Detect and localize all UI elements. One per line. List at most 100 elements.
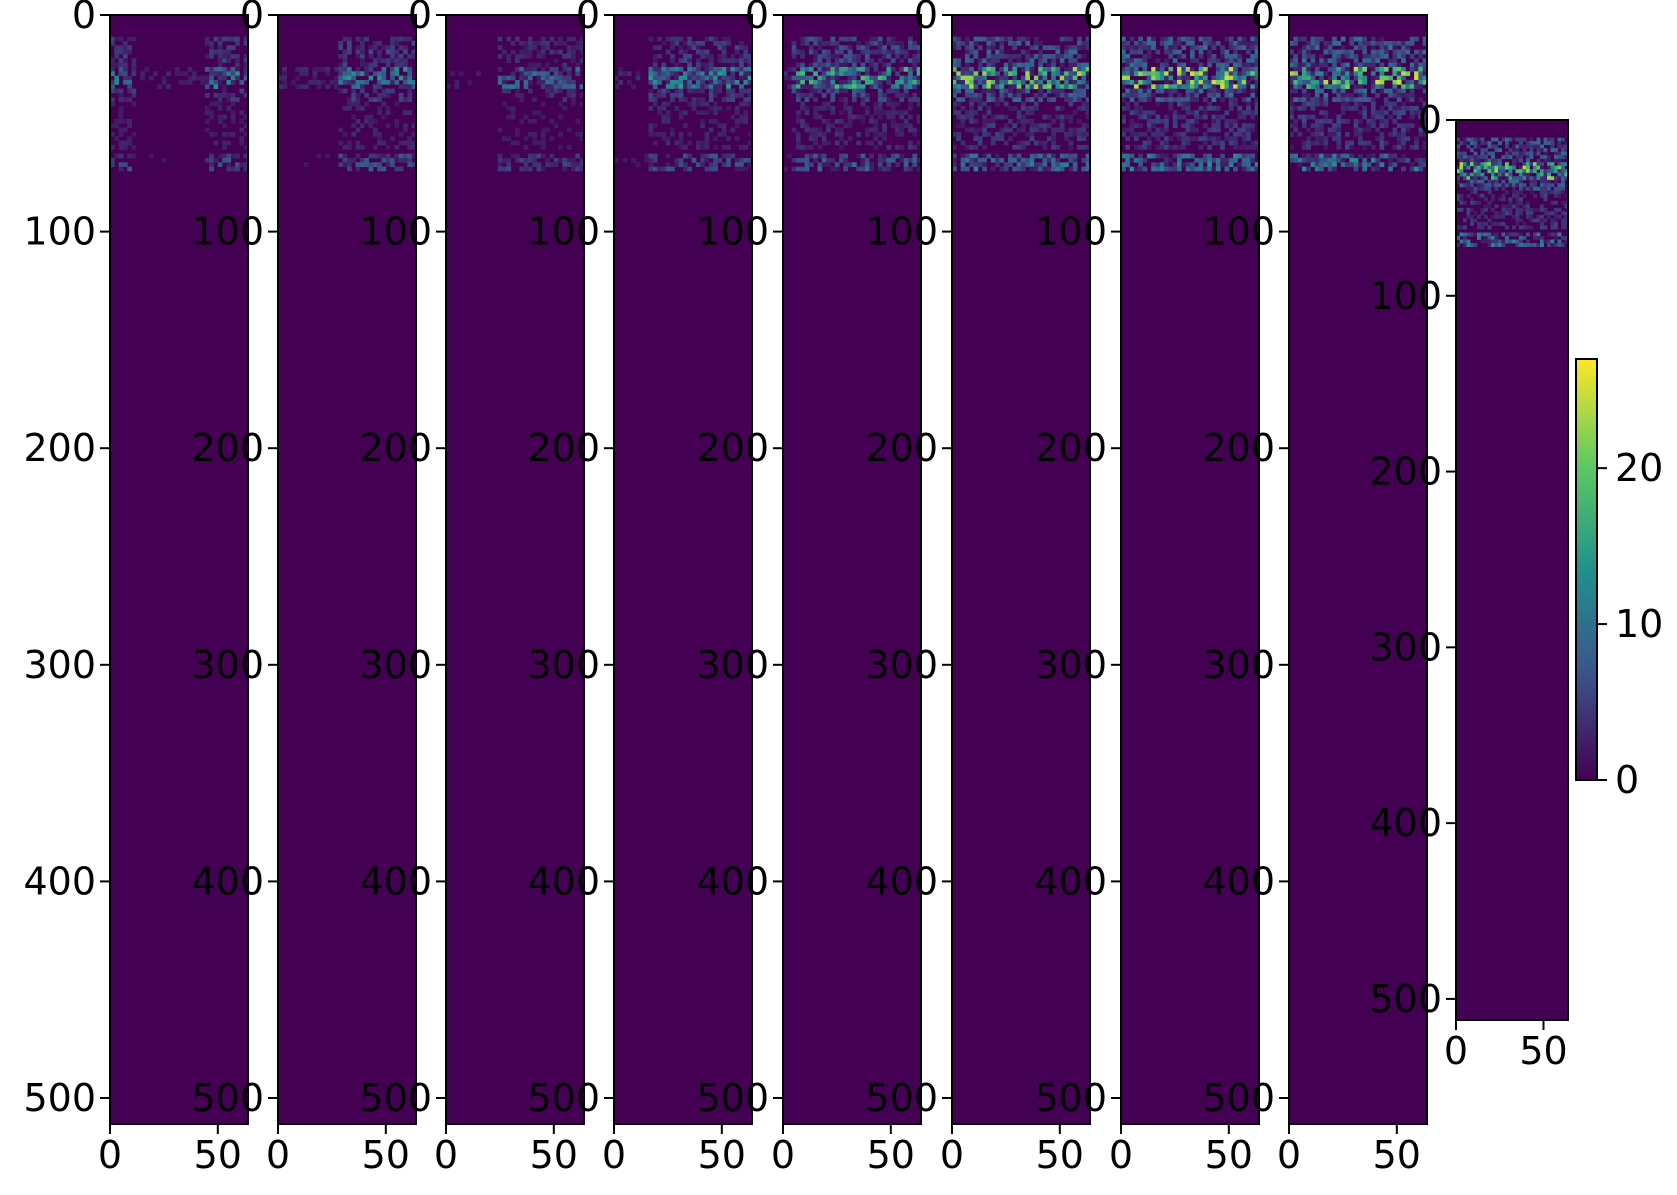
y-tick-label: 200 bbox=[23, 426, 96, 470]
y-tick-label: 0 bbox=[576, 0, 600, 37]
heatmap-background bbox=[1456, 120, 1568, 1020]
y-tick-label: 100 bbox=[191, 210, 264, 254]
y-tick-label: 400 bbox=[359, 859, 432, 903]
x-tick-label: 0 bbox=[434, 1133, 458, 1177]
y-tick-label: 400 bbox=[191, 859, 264, 903]
y-tick-label: 0 bbox=[240, 0, 264, 37]
y-tick-label: 100 bbox=[1202, 210, 1275, 254]
heatmap-cells bbox=[278, 36, 416, 172]
y-tick-label: 500 bbox=[1369, 977, 1442, 1021]
y-tick-label: 0 bbox=[1083, 0, 1107, 37]
panel-frame bbox=[613, 14, 753, 1125]
y-tick-label: 200 bbox=[865, 426, 938, 470]
heatmap-background bbox=[446, 15, 584, 1124]
x-tick-label: 0 bbox=[1277, 1133, 1301, 1177]
colorbar-tick-label: 10 bbox=[1615, 602, 1663, 646]
x-tick-label: 50 bbox=[530, 1133, 578, 1177]
y-tick-label: 200 bbox=[359, 426, 432, 470]
colorbar-gradient bbox=[1575, 358, 1598, 781]
y-tick-label: 500 bbox=[359, 1076, 432, 1120]
y-tick-label: 200 bbox=[527, 426, 600, 470]
y-tick-label: 300 bbox=[696, 643, 769, 687]
y-tick-label: 300 bbox=[1034, 643, 1107, 687]
colorbar-tick-label: 0 bbox=[1615, 758, 1639, 802]
heatmap-background bbox=[110, 15, 248, 1124]
x-tick-label: 50 bbox=[698, 1133, 746, 1177]
heatmap-background bbox=[614, 15, 752, 1124]
x-tick-label: 0 bbox=[1109, 1133, 1133, 1177]
y-tick-label: 500 bbox=[527, 1076, 600, 1120]
y-tick-label: 400 bbox=[23, 859, 96, 903]
y-tick-label: 200 bbox=[1369, 450, 1442, 494]
heatmap-cells bbox=[783, 36, 921, 172]
heatmap-cells bbox=[1121, 36, 1259, 172]
y-tick-label: 300 bbox=[1369, 625, 1442, 669]
y-tick-label: 300 bbox=[359, 643, 432, 687]
y-tick-label: 500 bbox=[696, 1076, 769, 1120]
panel-frame bbox=[277, 14, 417, 1125]
y-tick-label: 0 bbox=[408, 0, 432, 37]
panel-frame bbox=[951, 14, 1091, 1125]
y-tick-label: 500 bbox=[865, 1076, 938, 1120]
x-tick-label: 50 bbox=[194, 1133, 242, 1177]
y-tick-label: 400 bbox=[1369, 801, 1442, 845]
x-tick-label: 0 bbox=[1444, 1029, 1468, 1073]
heatmap-cells bbox=[1456, 137, 1568, 247]
y-tick-label: 400 bbox=[1202, 859, 1275, 903]
heatmap-background bbox=[1121, 15, 1259, 1124]
y-tick-label: 400 bbox=[527, 859, 600, 903]
x-tick-label: 50 bbox=[1519, 1029, 1567, 1073]
panel-frame bbox=[1455, 119, 1569, 1021]
y-tick-label: 200 bbox=[696, 426, 769, 470]
y-tick-label: 100 bbox=[865, 210, 938, 254]
x-tick-label: 50 bbox=[1036, 1133, 1084, 1177]
colorbar: 0 10 20 bbox=[1575, 358, 1663, 802]
panel-frame bbox=[1120, 14, 1260, 1125]
y-tick-label: 100 bbox=[1034, 210, 1107, 254]
y-tick-label: 400 bbox=[696, 859, 769, 903]
y-tick-label: 200 bbox=[1034, 426, 1107, 470]
y-tick-label: 500 bbox=[191, 1076, 264, 1120]
y-tick-label: 100 bbox=[359, 210, 432, 254]
x-tick-label: 50 bbox=[867, 1133, 915, 1177]
heatmap-background bbox=[278, 15, 416, 1124]
heatmap-cells bbox=[446, 36, 584, 172]
y-tick-label: 300 bbox=[527, 643, 600, 687]
x-tick-label: 50 bbox=[362, 1133, 410, 1177]
y-tick-label: 300 bbox=[23, 643, 96, 687]
x-tick-label: 0 bbox=[940, 1133, 964, 1177]
x-tick-label: 0 bbox=[98, 1133, 122, 1177]
y-tick-label: 300 bbox=[865, 643, 938, 687]
heatmap-background bbox=[783, 15, 921, 1124]
y-tick-label: 0 bbox=[914, 0, 938, 37]
y-tick-label: 500 bbox=[1034, 1076, 1107, 1120]
heatmap-cells bbox=[614, 36, 752, 172]
panel-frame bbox=[782, 14, 922, 1125]
x-tick-label: 50 bbox=[1373, 1133, 1421, 1177]
y-tick-label: 300 bbox=[191, 643, 264, 687]
y-tick-label: 0 bbox=[72, 0, 96, 37]
y-tick-label: 100 bbox=[696, 210, 769, 254]
x-tick-label: 0 bbox=[602, 1133, 626, 1177]
heatmap-cells bbox=[110, 36, 248, 172]
heatmap-cells bbox=[1289, 36, 1427, 172]
y-tick-label: 0 bbox=[745, 0, 769, 37]
y-tick-label: 100 bbox=[1369, 274, 1442, 318]
y-tick-label: 300 bbox=[1202, 643, 1275, 687]
y-tick-label: 0 bbox=[1251, 0, 1275, 37]
y-tick-label: 500 bbox=[1202, 1076, 1275, 1120]
y-tick-label: 200 bbox=[191, 426, 264, 470]
y-tick-label: 500 bbox=[23, 1076, 96, 1120]
y-tick-label: 400 bbox=[865, 859, 938, 903]
